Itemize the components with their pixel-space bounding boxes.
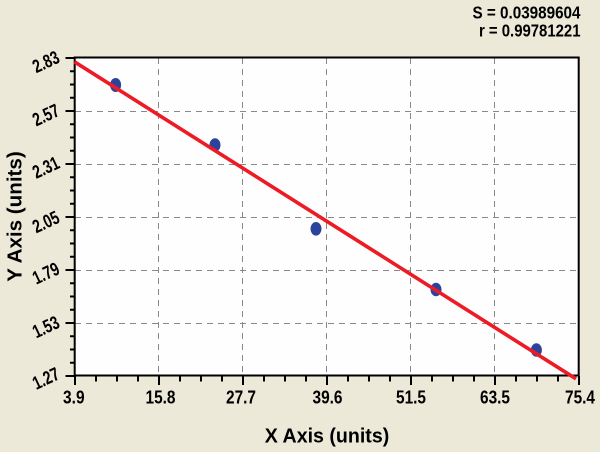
- svg-text:3.9: 3.9: [63, 387, 85, 408]
- svg-text:X Axis (units): X Axis (units): [265, 426, 390, 448]
- svg-text:2.31: 2.31: [29, 152, 63, 183]
- svg-text:27.7: 27.7: [226, 387, 256, 408]
- svg-text:15.8: 15.8: [146, 387, 176, 408]
- svg-text:75.4: 75.4: [565, 387, 596, 408]
- svg-text:1.27: 1.27: [29, 363, 63, 394]
- svg-text:2.57: 2.57: [29, 100, 63, 131]
- svg-text:51.5: 51.5: [396, 387, 426, 408]
- svg-text:39.6: 39.6: [313, 387, 343, 408]
- svg-text:2.05: 2.05: [29, 207, 63, 238]
- svg-text:2.83: 2.83: [29, 46, 63, 77]
- svg-text:r = 0.99781221: r = 0.99781221: [479, 20, 581, 40]
- svg-text:1.53: 1.53: [29, 312, 63, 343]
- svg-text:S = 0.03989604: S = 0.03989604: [473, 3, 581, 23]
- svg-text:1.79: 1.79: [29, 258, 63, 289]
- svg-text:63.5: 63.5: [480, 387, 510, 408]
- svg-text:Y Axis (units): Y Axis (units): [5, 151, 27, 282]
